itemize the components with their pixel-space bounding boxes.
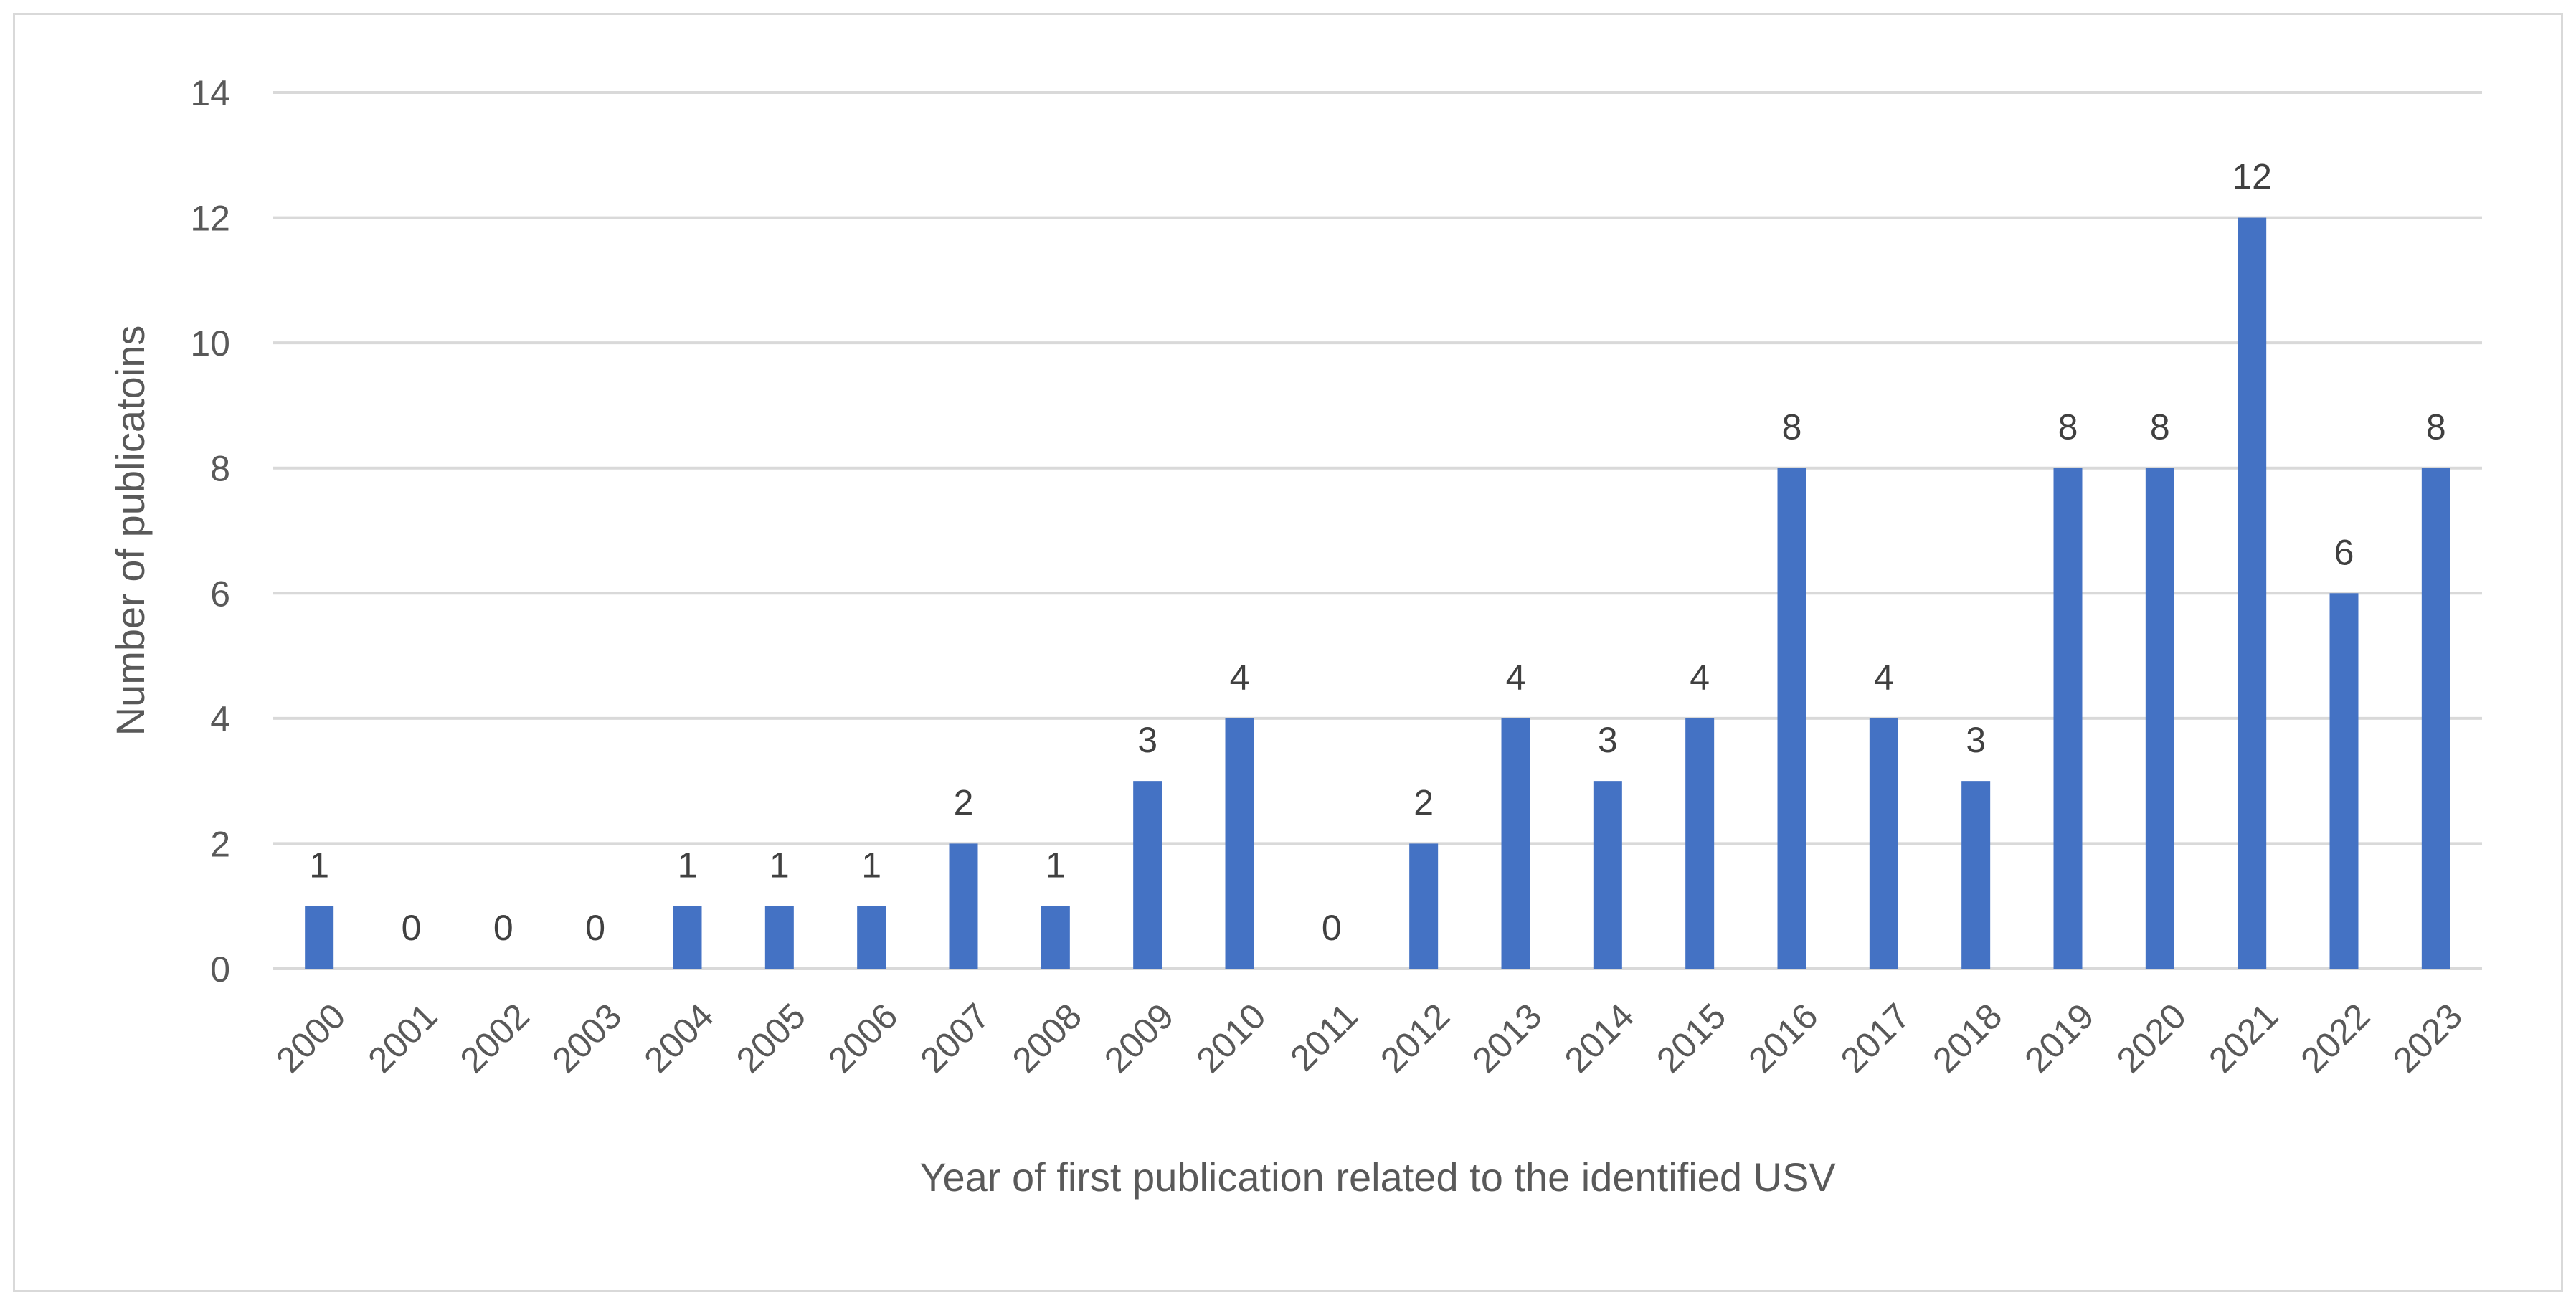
x-tick-label-2003: 2003 bbox=[544, 996, 629, 1081]
bar-2018 bbox=[1961, 781, 1991, 969]
data-label-2012: 2 bbox=[1414, 782, 1434, 822]
y-tick-label: 2 bbox=[210, 824, 230, 864]
data-label-2017: 4 bbox=[1874, 658, 1894, 698]
data-label-2015: 4 bbox=[1690, 658, 1710, 698]
y-tick-label: 4 bbox=[210, 699, 230, 739]
chart-frame: 0 2 4 6 8 10 12 14 1 0 0 0 1 1 1 2 1 3 4 0 2 4 3 4 8 4 3 8 8 12 6 8 20… bbox=[13, 13, 2563, 1292]
bar-2022 bbox=[2329, 593, 2359, 969]
x-tick-label-2015: 2015 bbox=[1649, 996, 1733, 1081]
x-tick-label-2011: 2011 bbox=[1282, 996, 1365, 1079]
bar-2016 bbox=[1777, 468, 1806, 969]
bar-2019 bbox=[2053, 468, 2083, 969]
y-axis-title: Number of publicatoins bbox=[108, 326, 153, 736]
data-label-2002: 0 bbox=[493, 908, 513, 948]
data-label-2022: 6 bbox=[2334, 532, 2354, 572]
bar-2010 bbox=[1225, 718, 1254, 969]
y-tick-label: 14 bbox=[190, 73, 230, 113]
bar-2005 bbox=[764, 906, 794, 969]
data-label-2006: 1 bbox=[861, 845, 881, 886]
bar-2007 bbox=[949, 843, 978, 969]
x-tick-label-2020: 2020 bbox=[2109, 996, 2194, 1081]
data-label-2018: 3 bbox=[1966, 720, 1986, 760]
data-label-2010: 4 bbox=[1230, 658, 1250, 698]
gridlines bbox=[273, 91, 2482, 970]
x-tick-label-2016: 2016 bbox=[1741, 996, 1825, 1081]
x-axis-ticks: 2000 2001 2002 2003 2004 2005 2006 2007 2008 2009… bbox=[268, 996, 2470, 1081]
data-label-2007: 2 bbox=[954, 782, 974, 822]
x-tick-label-2000: 2000 bbox=[268, 996, 353, 1081]
bar-2021 bbox=[2238, 217, 2267, 969]
x-tick-label-2008: 2008 bbox=[1005, 996, 1089, 1081]
data-label-2008: 1 bbox=[1046, 845, 1066, 886]
data-label-2023: 8 bbox=[2426, 407, 2446, 447]
x-tick-label-2010: 2010 bbox=[1188, 996, 1273, 1081]
bar-2014 bbox=[1593, 781, 1622, 969]
x-tick-label-2004: 2004 bbox=[636, 996, 721, 1081]
x-tick-label-2018: 2018 bbox=[1925, 996, 2009, 1081]
bars bbox=[305, 217, 2450, 969]
x-tick-label-2001: 2001 bbox=[360, 996, 445, 1081]
data-label-2004: 1 bbox=[678, 845, 698, 886]
x-tick-label-2005: 2005 bbox=[729, 996, 813, 1081]
y-tick-label: 6 bbox=[210, 574, 230, 614]
x-tick-label-2002: 2002 bbox=[453, 996, 537, 1081]
x-tick-label-2022: 2022 bbox=[2293, 996, 2377, 1081]
x-tick-label-2012: 2012 bbox=[1373, 996, 1457, 1081]
y-axis-ticks: 0 2 4 6 8 10 12 14 bbox=[190, 73, 230, 990]
bar-2009 bbox=[1133, 781, 1162, 969]
x-tick-label-2023: 2023 bbox=[2385, 996, 2470, 1081]
bar-2017 bbox=[1869, 718, 1898, 969]
data-label-2009: 3 bbox=[1137, 720, 1157, 760]
data-label-2020: 8 bbox=[2150, 407, 2170, 447]
y-tick-label: 8 bbox=[210, 449, 230, 489]
bar-2006 bbox=[857, 906, 886, 969]
data-label-2000: 1 bbox=[309, 845, 329, 886]
data-label-2021: 12 bbox=[2232, 157, 2272, 197]
data-label-2005: 1 bbox=[770, 845, 790, 886]
data-label-2019: 8 bbox=[2058, 407, 2078, 447]
bar-2023 bbox=[2421, 468, 2450, 969]
data-label-2016: 8 bbox=[1782, 407, 1802, 447]
x-tick-label-2019: 2019 bbox=[2017, 996, 2101, 1081]
data-label-2011: 0 bbox=[1322, 908, 1342, 948]
x-tick-label-2013: 2013 bbox=[1464, 996, 1549, 1081]
data-label-2013: 4 bbox=[1506, 658, 1526, 698]
x-tick-label-2006: 2006 bbox=[820, 996, 905, 1081]
bar-2015 bbox=[1685, 718, 1715, 969]
x-axis-title: Year of first publication related to the… bbox=[919, 1154, 1836, 1200]
y-tick-label: 12 bbox=[190, 199, 230, 239]
data-label-2003: 0 bbox=[585, 908, 605, 948]
bar-2008 bbox=[1041, 906, 1070, 969]
x-tick-label-2017: 2017 bbox=[1833, 996, 1918, 1081]
x-tick-label-2009: 2009 bbox=[1097, 996, 1181, 1081]
data-label-2014: 3 bbox=[1598, 720, 1618, 760]
bar-2013 bbox=[1501, 718, 1530, 969]
data-label-2001: 0 bbox=[402, 908, 422, 948]
bar-2000 bbox=[305, 906, 334, 969]
y-tick-label: 0 bbox=[210, 949, 230, 990]
y-tick-label: 10 bbox=[190, 323, 230, 364]
x-tick-label-2007: 2007 bbox=[912, 996, 997, 1081]
x-tick-label-2014: 2014 bbox=[1557, 996, 1642, 1081]
bar-2004 bbox=[673, 906, 702, 969]
bar-2020 bbox=[2145, 468, 2174, 969]
bar-2012 bbox=[1409, 843, 1439, 969]
x-tick-label-2021: 2021 bbox=[2201, 996, 2286, 1081]
